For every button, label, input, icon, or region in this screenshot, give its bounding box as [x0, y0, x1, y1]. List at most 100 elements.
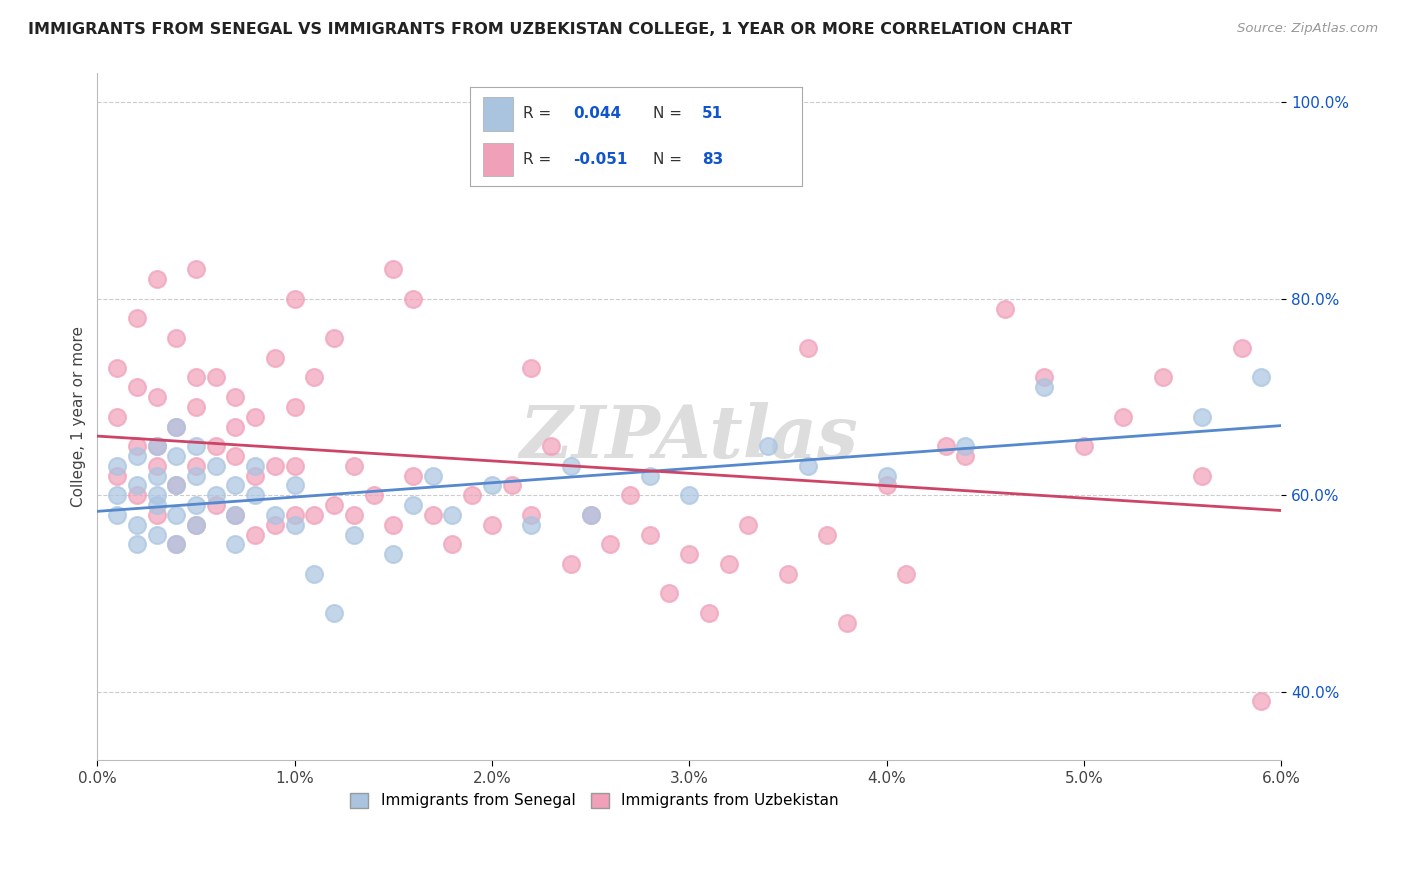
Point	[125, 380, 148, 394]
Point	[184, 517, 207, 532]
Point	[422, 508, 444, 522]
Point	[105, 508, 128, 522]
Point	[363, 488, 385, 502]
Point	[560, 458, 582, 473]
Point	[165, 478, 187, 492]
Point	[224, 508, 246, 522]
Point	[343, 508, 366, 522]
Text: Source: ZipAtlas.com: Source: ZipAtlas.com	[1237, 22, 1378, 36]
Point	[737, 517, 759, 532]
Legend: Immigrants from Senegal, Immigrants from Uzbekistan: Immigrants from Senegal, Immigrants from…	[344, 787, 845, 814]
Point	[481, 517, 503, 532]
Point	[125, 517, 148, 532]
Point	[678, 488, 700, 502]
Point	[224, 508, 246, 522]
Point	[697, 606, 720, 620]
Point	[204, 458, 226, 473]
Point	[204, 488, 226, 502]
Point	[520, 360, 543, 375]
Point	[1033, 380, 1056, 394]
Point	[994, 301, 1017, 316]
Point	[264, 517, 287, 532]
Point	[184, 517, 207, 532]
Point	[599, 537, 621, 551]
Point	[243, 409, 266, 424]
Point	[1191, 468, 1213, 483]
Point	[935, 439, 957, 453]
Point	[224, 449, 246, 463]
Point	[441, 508, 464, 522]
Point	[165, 537, 187, 551]
Point	[540, 439, 562, 453]
Point	[619, 488, 641, 502]
Point	[284, 458, 307, 473]
Point	[1191, 409, 1213, 424]
Y-axis label: College, 1 year or more: College, 1 year or more	[72, 326, 86, 508]
Point	[382, 517, 405, 532]
Point	[284, 517, 307, 532]
Point	[224, 390, 246, 404]
Point	[184, 262, 207, 277]
Point	[284, 292, 307, 306]
Point	[1073, 439, 1095, 453]
Point	[579, 508, 602, 522]
Point	[125, 537, 148, 551]
Point	[105, 488, 128, 502]
Point	[243, 458, 266, 473]
Point	[1230, 341, 1253, 355]
Text: IMMIGRANTS FROM SENEGAL VS IMMIGRANTS FROM UZBEKISTAN COLLEGE, 1 YEAR OR MORE CO: IMMIGRANTS FROM SENEGAL VS IMMIGRANTS FR…	[28, 22, 1073, 37]
Point	[896, 566, 918, 581]
Point	[145, 498, 167, 512]
Point	[796, 458, 818, 473]
Point	[876, 468, 898, 483]
Point	[145, 390, 167, 404]
Point	[323, 498, 346, 512]
Point	[402, 498, 425, 512]
Point	[264, 458, 287, 473]
Point	[145, 488, 167, 502]
Point	[105, 360, 128, 375]
Point	[243, 468, 266, 483]
Point	[284, 508, 307, 522]
Point	[165, 419, 187, 434]
Point	[165, 449, 187, 463]
Point	[165, 419, 187, 434]
Point	[125, 449, 148, 463]
Point	[343, 458, 366, 473]
Point	[481, 478, 503, 492]
Point	[717, 557, 740, 571]
Point	[224, 537, 246, 551]
Point	[756, 439, 779, 453]
Point	[264, 508, 287, 522]
Point	[658, 586, 681, 600]
Point	[579, 508, 602, 522]
Point	[835, 615, 858, 630]
Point	[382, 262, 405, 277]
Point	[284, 478, 307, 492]
Point	[145, 439, 167, 453]
Point	[165, 537, 187, 551]
Point	[145, 439, 167, 453]
Point	[165, 331, 187, 345]
Point	[264, 351, 287, 365]
Point	[204, 370, 226, 384]
Point	[1250, 370, 1272, 384]
Point	[184, 498, 207, 512]
Point	[638, 468, 661, 483]
Point	[402, 292, 425, 306]
Point	[145, 458, 167, 473]
Point	[304, 370, 326, 384]
Point	[105, 458, 128, 473]
Point	[323, 606, 346, 620]
Point	[165, 478, 187, 492]
Point	[125, 311, 148, 326]
Point	[184, 458, 207, 473]
Point	[184, 468, 207, 483]
Point	[1112, 409, 1135, 424]
Point	[796, 341, 818, 355]
Point	[422, 468, 444, 483]
Point	[638, 527, 661, 541]
Point	[678, 547, 700, 561]
Point	[501, 478, 523, 492]
Point	[304, 508, 326, 522]
